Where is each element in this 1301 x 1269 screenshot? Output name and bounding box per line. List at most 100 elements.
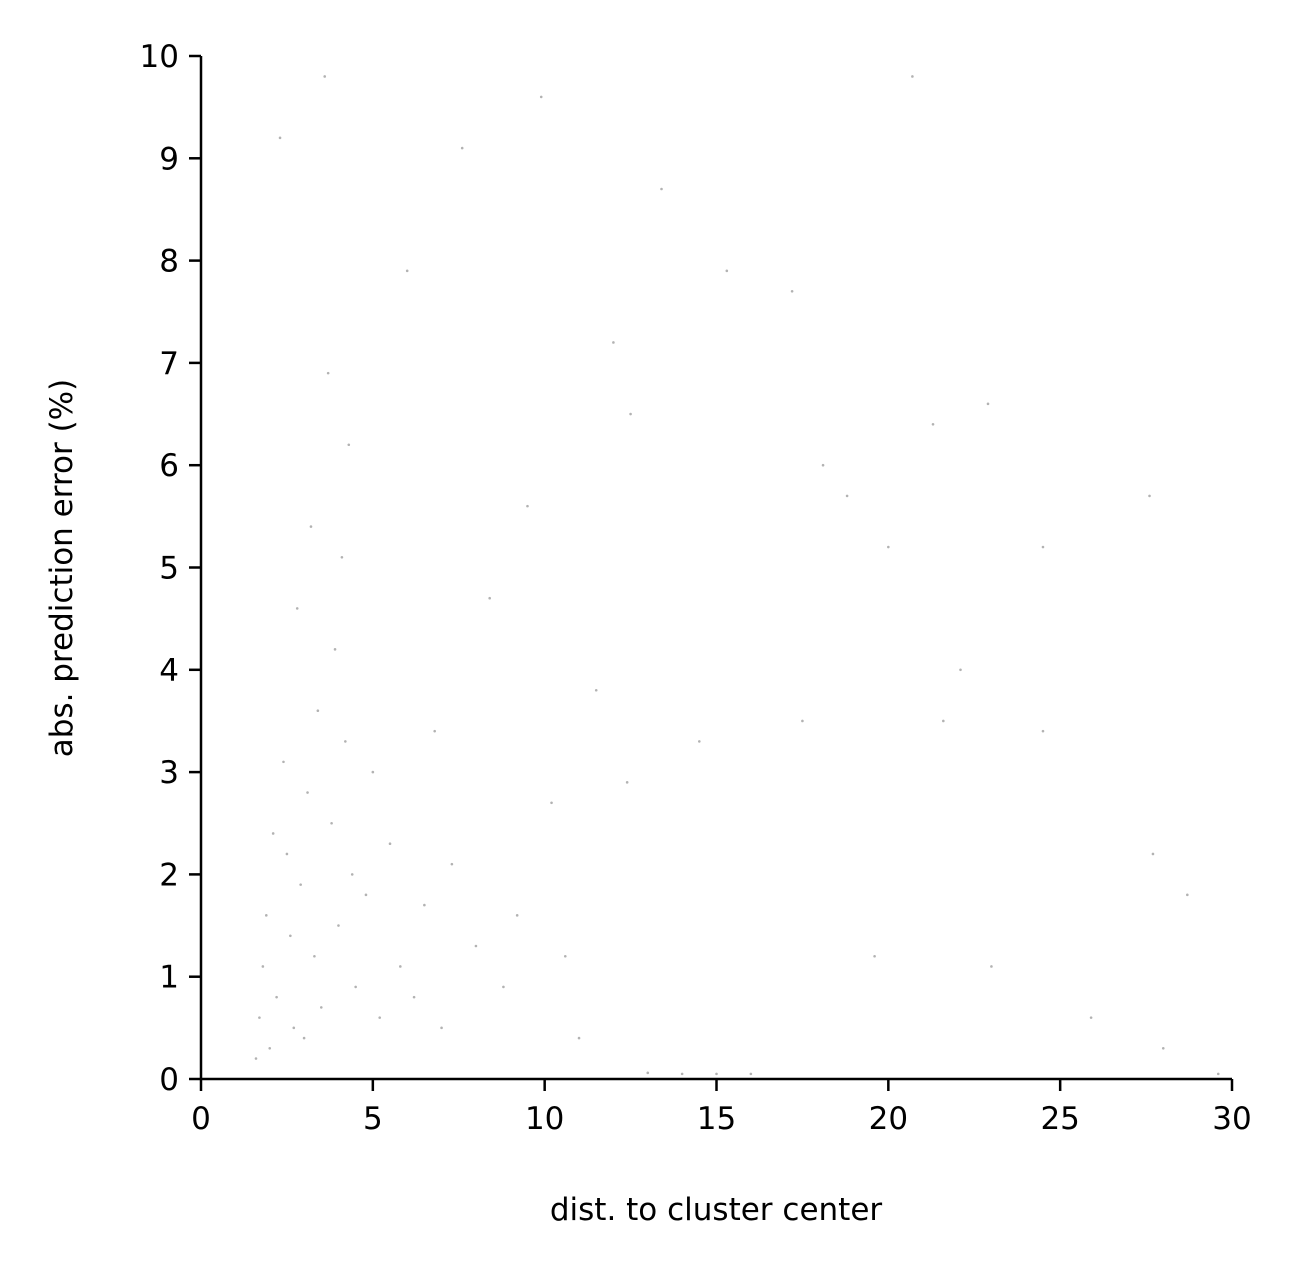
scatter-point [698, 740, 701, 743]
scatter-point [715, 1072, 718, 1076]
scatter-point [515, 914, 519, 917]
x-tick-label: 0 [191, 1101, 211, 1137]
scatter-point [680, 1072, 684, 1076]
scatter-point [625, 781, 629, 784]
scatter-point [261, 965, 265, 968]
scatter-point [399, 965, 402, 968]
scatter-point [660, 187, 663, 191]
x-tick-label: 5 [363, 1101, 383, 1137]
scatter-point [285, 852, 289, 856]
scatter-point [821, 463, 825, 467]
scatter-point [931, 422, 935, 426]
scatter-point [563, 954, 567, 958]
scatter-point [845, 494, 849, 498]
scatter-point [364, 893, 368, 897]
scatter-point [313, 954, 316, 958]
scatter-point [550, 801, 553, 805]
scatter-point [887, 545, 890, 549]
scatter-point [612, 341, 615, 344]
y-tick-label: 2 [159, 857, 179, 893]
scatter-point [646, 1071, 650, 1075]
scatter-point [412, 995, 416, 999]
y-axis-label: abs. prediction error (%) [44, 379, 80, 757]
scatter-point [1041, 545, 1045, 549]
scatter-point [1148, 494, 1151, 498]
scatter-point [354, 985, 357, 989]
scatter-point [378, 1016, 382, 1019]
y-tick-label: 9 [159, 141, 179, 177]
y-tick-label: 7 [159, 346, 179, 382]
scatter-point [326, 371, 330, 375]
scatter-point [986, 402, 990, 406]
scatter-point [278, 136, 282, 140]
scatter-point [594, 688, 598, 692]
scatter-point [333, 648, 337, 651]
y-tick-label: 5 [159, 551, 179, 587]
scatter-point [295, 607, 299, 610]
scatter-point [1161, 1047, 1165, 1050]
scatter-point [873, 954, 876, 958]
scatter-point [275, 995, 278, 999]
scatter-point [271, 832, 275, 835]
y-tick-label: 0 [159, 1062, 179, 1098]
scatter-point [942, 719, 945, 723]
scatter-point [440, 1026, 443, 1030]
scatter-point [302, 1036, 306, 1040]
scatter-point [258, 1016, 261, 1019]
scatter-point [268, 1047, 272, 1050]
scatter-point [990, 965, 993, 968]
scatter-point [299, 883, 302, 886]
y-tick-label: 3 [159, 755, 179, 791]
scatter-point [405, 269, 409, 273]
axes: 0 5 10 15 20 25 30 0 1 2 3 4 5 6 7 8 9 10 [140, 39, 1252, 1137]
scatter-point [289, 934, 292, 938]
scatter-point [423, 903, 426, 907]
x-tick-label: 15 [697, 1101, 736, 1137]
scatter-point [488, 596, 491, 600]
scatter-point [319, 1006, 323, 1009]
x-axis-label: dist. to cluster center [550, 1192, 883, 1228]
scatter-point [450, 862, 454, 866]
scatter-point [577, 1036, 581, 1040]
y-tick-label: 4 [159, 653, 179, 689]
scatter-point [344, 740, 347, 743]
scatter-point [959, 668, 962, 672]
y-tick-label: 8 [159, 244, 179, 280]
y-tick-label: 6 [159, 448, 179, 484]
scatter-point [323, 75, 327, 78]
scatter-point [629, 412, 632, 416]
scatter-point [292, 1026, 296, 1030]
scatter-point [725, 269, 729, 273]
scatter-point [801, 719, 804, 723]
scatter-point [1186, 893, 1189, 897]
scatter-point [316, 709, 320, 713]
scatter-point [340, 555, 344, 559]
scatter-point [474, 944, 478, 948]
scatter-point [337, 924, 340, 927]
scatter-point [502, 985, 505, 989]
x-tick-label: 25 [1040, 1101, 1079, 1137]
scatter-point [911, 75, 914, 78]
scatter-point [371, 770, 375, 774]
scatter-point [388, 842, 392, 846]
scatter-points [254, 75, 1220, 1076]
x-tick-label: 30 [1212, 1101, 1251, 1137]
scatter-point [306, 791, 309, 794]
scatter-point [433, 729, 436, 733]
x-tick-label: 20 [869, 1101, 908, 1137]
x-ticks: 0 5 10 15 20 25 30 [191, 1079, 1252, 1137]
y-tick-label: 10 [140, 39, 179, 75]
scatter-point [1216, 1072, 1220, 1076]
scatter-point [790, 289, 794, 293]
scatter-point [539, 95, 543, 99]
scatter-point [350, 873, 354, 876]
scatter-point [254, 1057, 258, 1060]
scatter-point [347, 443, 351, 447]
scatter-point [1089, 1016, 1093, 1019]
scatter-point [1151, 852, 1155, 856]
y-ticks: 0 1 2 3 4 5 6 7 8 9 10 [140, 39, 201, 1098]
scatter-point [309, 525, 313, 528]
scatter-point [526, 504, 529, 508]
scatter-point [264, 914, 268, 917]
